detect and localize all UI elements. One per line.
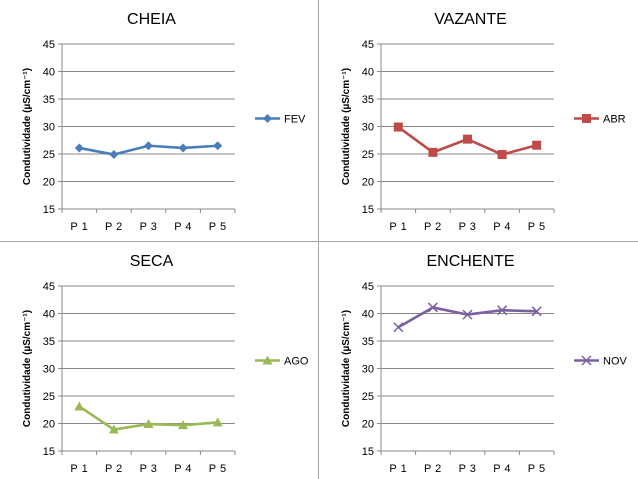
x-tick-label-enchente-4: P 5 (528, 463, 546, 475)
y-tick-label-enchente-40: 40 (362, 309, 374, 321)
y-axis-label-seca: Condutividade (µS/cm⁻¹) (22, 310, 33, 427)
y-tick-label-enchente-30: 30 (362, 364, 374, 376)
x-tick-label-seca-0: P 1 (70, 463, 88, 475)
y-tick-label-seca-35: 35 (43, 336, 55, 348)
data-point-nov-1-stroke-b (393, 322, 404, 333)
y-axis-label-cheia: Condutividade (µS/cm⁻¹) (22, 68, 33, 185)
y-tick-label-cheia-30: 30 (43, 122, 55, 134)
data-point-nov-1 (393, 322, 404, 333)
y-tick-label-vazante-15: 15 (362, 204, 374, 216)
x-tick-label-enchente-3: P 4 (493, 463, 511, 475)
y-tick-label-vazante-45: 45 (362, 39, 374, 51)
chart-title-vazante: VAZANTE (434, 11, 507, 28)
data-point-nov-3-stroke-b (462, 309, 473, 320)
y-axis-label-enchente: Condutividade (µS/cm⁻¹) (341, 310, 352, 427)
x-tick-label-vazante-2: P 3 (459, 221, 477, 233)
data-point-nov-5-stroke-b (531, 306, 542, 317)
y-tick-label-enchente-15: 15 (362, 446, 374, 458)
x-tick-label-enchente-1: P 2 (424, 463, 442, 475)
x-tick-label-cheia-3: P 4 (174, 221, 192, 233)
data-point-ago-3 (143, 419, 154, 429)
data-point-ago-1 (74, 401, 85, 411)
legend-marker-ago (262, 355, 273, 365)
x-tick-label-cheia-0: P 1 (70, 221, 88, 233)
x-tick-label-cheia-1: P 2 (105, 221, 123, 233)
data-point-abr-4 (497, 150, 507, 160)
y-tick-label-enchente-35: 35 (362, 336, 374, 348)
series-line-nov (397, 306, 537, 329)
data-point-ago-4 (178, 420, 189, 430)
data-point-abr-1 (393, 122, 403, 132)
y-tick-label-cheia-15: 15 (43, 204, 55, 216)
legend-label-fev: FEV (284, 114, 306, 126)
y-tick-label-cheia-20: 20 (43, 177, 55, 189)
y-tick-label-seca-15: 15 (43, 446, 55, 458)
y-tick-label-cheia-45: 45 (43, 39, 55, 51)
data-point-nov-4-stroke-b (497, 305, 508, 316)
y-tick-label-seca-25: 25 (43, 391, 55, 403)
y-tick-label-vazante-30: 30 (362, 122, 374, 134)
data-point-fev-1 (74, 143, 84, 153)
x-tick-label-vazante-4: P 5 (528, 221, 546, 233)
data-point-ago-5 (212, 417, 223, 427)
y-tick-label-enchente-25: 25 (362, 391, 374, 403)
data-point-fev-2 (109, 150, 119, 160)
y-tick-label-vazante-25: 25 (362, 149, 374, 161)
data-point-fev-4 (178, 143, 188, 153)
y-tick-label-seca-40: 40 (43, 309, 55, 321)
data-point-fev-5 (213, 141, 223, 151)
y-tick-label-cheia-35: 35 (43, 94, 55, 106)
data-point-nov-3 (462, 309, 473, 320)
x-tick-label-enchente-2: P 3 (459, 463, 477, 475)
data-point-abr-5 (532, 140, 542, 150)
legend-marker-nov-stroke-b (581, 355, 592, 366)
x-tick-label-seca-2: P 3 (140, 463, 158, 475)
y-tick-label-cheia-25: 25 (43, 149, 55, 161)
x-tick-label-vazante-3: P 4 (493, 221, 511, 233)
y-tick-label-seca-30: 30 (43, 364, 55, 376)
y-tick-label-seca-20: 20 (43, 419, 55, 431)
y-tick-label-vazante-40: 40 (362, 67, 374, 79)
data-point-fev-3 (144, 141, 153, 151)
chart-panel-seca: SECA 15 20 25 30 35 40 45 P 1 P 2 P 3 P 4 P 5 Conduti… (22, 253, 309, 475)
y-axis-label-vazante: Condutividade (µS/cm⁻¹) (341, 68, 352, 185)
chart-panel-vazante: VAZANTE 15 20 25 30 35 40 45 P 1 P 2 P 3 P 4 P 5 Cond… (341, 11, 626, 233)
data-point-nov-2 (427, 302, 438, 313)
chart-title-cheia: CHEIA (127, 11, 176, 28)
data-point-abr-2 (428, 147, 438, 157)
y-tick-label-seca-45: 45 (43, 281, 55, 293)
y-tick-label-vazante-20: 20 (362, 177, 374, 189)
data-point-nov-2-stroke-b (427, 302, 438, 313)
chart-panel-enchente: ENCHENTE 15 20 25 30 35 40 45 P 1 P 2 P 3 P 4 P 5 Con… (341, 253, 628, 475)
x-tick-label-seca-4: P 5 (209, 463, 227, 475)
x-tick-label-vazante-1: P 2 (424, 221, 442, 233)
legend-marker-fev (263, 114, 272, 123)
data-point-nov-5 (531, 306, 542, 317)
chart-panel-cheia: CHEIA 15 20 25 30 35 40 45 P 1 P 2 P 3 P 4 P 5 Condut… (22, 11, 306, 233)
x-tick-label-cheia-2: P 3 (140, 221, 158, 233)
chart-title-enchente: ENCHENTE (426, 253, 514, 270)
x-tick-label-vazante-0: P 1 (389, 221, 407, 233)
data-point-nov-4 (497, 305, 508, 316)
chart-title-seca: SECA (130, 253, 174, 270)
legend-marker-nov (581, 355, 592, 366)
data-point-abr-3 (463, 134, 472, 144)
legend-marker-abr (582, 114, 591, 123)
legend-label-abr: ABR (603, 114, 626, 126)
legend-label-nov: NOV (603, 356, 628, 368)
legend-label-ago: AGO (284, 356, 309, 368)
x-tick-label-seca-1: P 2 (105, 463, 123, 475)
y-tick-label-enchente-20: 20 (362, 419, 374, 431)
y-tick-label-cheia-40: 40 (43, 67, 55, 79)
y-tick-label-vazante-35: 35 (362, 94, 374, 106)
y-tick-label-enchente-45: 45 (362, 281, 374, 293)
x-tick-label-cheia-4: P 5 (209, 221, 227, 233)
x-tick-label-enchente-0: P 1 (389, 463, 407, 475)
x-tick-label-seca-3: P 4 (174, 463, 192, 475)
data-point-ago-2 (108, 424, 119, 434)
